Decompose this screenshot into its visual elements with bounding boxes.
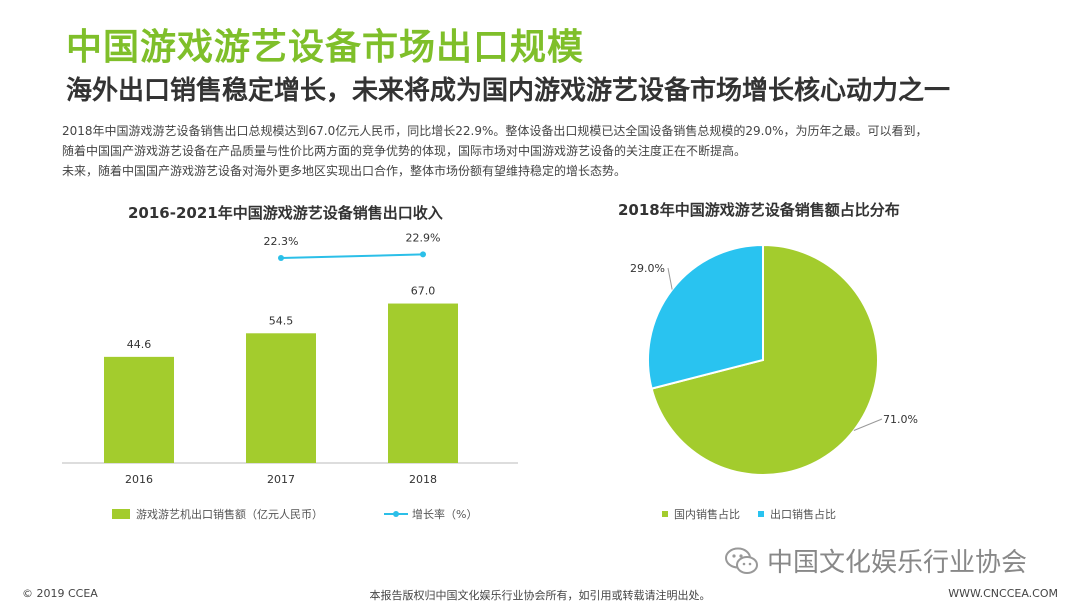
pie-chart-title: 2018年中国游戏游艺设备销售额占比分布 — [618, 201, 900, 219]
growth-label-2018: 22.9% — [406, 231, 441, 244]
pie-legend-swatch-domestic — [662, 511, 668, 517]
bar-value-label-2016: 44.6 — [127, 338, 152, 351]
pie-chart: 71.0% 29.0% — [630, 243, 918, 476]
x-tick-label-2017: 2017 — [267, 473, 295, 486]
pie-value-label-0: 71.0% — [883, 413, 918, 426]
pie-legend-swatch-export — [758, 511, 764, 517]
bar-legend-label-growth: 增长率（%） — [412, 508, 478, 521]
footer-website: WWW.CNCCEA.COM — [948, 587, 1058, 600]
pie-legend-item-domestic: 国内销售占比 — [662, 506, 740, 522]
bar-value-label-2018: 67.0 — [411, 285, 436, 298]
body-text-line-2: 随着中国国产游戏游艺设备在产品质量与性价比两方面的竞争优势的体现，国际市场对中国… — [62, 144, 747, 158]
page-subtitle: 海外出口销售稳定增长，未来将成为国内游戏游艺设备市场增长核心动力之一 — [66, 76, 951, 106]
pie-legend-label-domestic: 国内销售占比 — [674, 508, 740, 521]
line-legend-swatch — [384, 511, 408, 517]
bar-chart: 44.6 2016 54.5 2017 67.0 2018 22.3% 22.9% — [62, 231, 518, 486]
x-tick-label-2016: 2016 — [125, 473, 153, 486]
growth-line — [280, 253, 424, 259]
footer-copyright: © 2019 CCEA — [22, 587, 98, 600]
bar-legend-item-growth: 增长率（%） — [384, 506, 477, 522]
wechat-icon — [725, 547, 758, 574]
bar-2016 — [104, 356, 174, 463]
bar-2018 — [388, 303, 458, 463]
growth-point-1 — [420, 251, 426, 258]
pie-legend-item-export: 出口销售占比 — [758, 506, 836, 522]
bar-legend-item-sales: 游戏游艺机出口销售额（亿元人民币） — [112, 506, 323, 522]
bar-legend-swatch — [112, 509, 130, 519]
growth-point-0 — [278, 255, 284, 261]
x-tick-label-2018: 2018 — [409, 473, 437, 486]
body-text-line-1: 2018年中国游戏游艺设备销售出口总规模达到67.0亿元人民币，同比增长22.9… — [62, 124, 928, 138]
pie-leader-line-0 — [853, 418, 883, 431]
pie-legend-label-export: 出口销售占比 — [770, 508, 836, 521]
watermark: 中国文化娱乐行业协会 — [725, 542, 1027, 579]
body-text-line-3: 未来，随着中国国产游戏游艺设备对海外更多地区实现出口合作，整体市场份额有望维持稳… — [62, 164, 627, 178]
bar-chart-title: 2016-2021年中国游戏游艺设备销售出口收入 — [128, 204, 443, 222]
growth-label-2017: 22.3% — [264, 235, 299, 248]
footer-notice: 本报告版权归中国文化娱乐行业协会所有，如引用或转载请注明出处。 — [369, 589, 711, 602]
bar-legend-label-sales: 游戏游艺机出口销售额（亿元人民币） — [136, 508, 323, 521]
bar-value-label-2017: 54.5 — [269, 314, 294, 327]
bar-2017 — [246, 333, 316, 463]
watermark-text: 中国文化娱乐行业协会 — [767, 548, 1028, 578]
pie-slice-0 — [650, 243, 879, 476]
page-title: 中国游戏游艺设备市场出口规模 — [66, 27, 585, 68]
pie-value-label-1: 29.0% — [630, 262, 665, 275]
pie-leader-line-1 — [667, 267, 673, 290]
